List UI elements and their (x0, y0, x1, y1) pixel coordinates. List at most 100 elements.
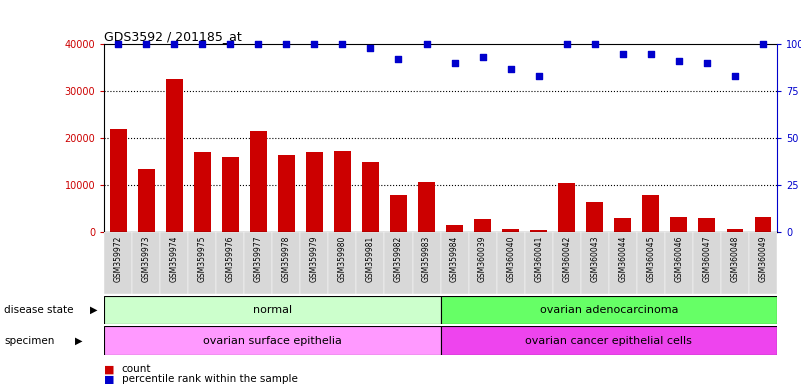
Text: ovarian surface epithelia: ovarian surface epithelia (203, 336, 342, 346)
Text: ovarian cancer epithelial cells: ovarian cancer epithelial cells (525, 336, 692, 346)
Bar (693, 232, 721, 294)
Text: GSM359975: GSM359975 (198, 235, 207, 282)
Bar (306, 152, 323, 232)
Bar (104, 296, 441, 324)
Point (449, 60, 461, 66)
Bar (553, 232, 581, 294)
Point (364, 45, 376, 51)
Text: GSM360046: GSM360046 (674, 235, 683, 282)
Bar (609, 232, 637, 294)
Bar (727, 229, 743, 232)
Text: GSM360047: GSM360047 (702, 235, 711, 282)
Bar (104, 326, 441, 355)
Bar (558, 183, 575, 232)
Bar (390, 195, 407, 232)
Text: GSM359984: GSM359984 (450, 235, 459, 282)
Bar (384, 232, 413, 294)
Point (673, 58, 686, 64)
Point (112, 41, 125, 47)
Bar (222, 157, 239, 232)
Bar (698, 218, 715, 232)
Point (195, 41, 208, 47)
Point (644, 50, 657, 56)
Point (139, 41, 152, 47)
Bar (300, 232, 328, 294)
Text: percentile rank within the sample: percentile rank within the sample (122, 374, 298, 384)
Point (700, 60, 714, 66)
Text: GSM360042: GSM360042 (562, 235, 571, 282)
Text: ▶: ▶ (74, 336, 82, 346)
Point (168, 41, 181, 47)
Point (532, 73, 545, 79)
Text: GSM359981: GSM359981 (366, 235, 375, 281)
Bar (188, 232, 216, 294)
Bar (755, 217, 771, 232)
Text: GSM359980: GSM359980 (338, 235, 347, 282)
Point (505, 66, 517, 72)
Point (308, 41, 321, 47)
Text: disease state: disease state (4, 305, 74, 315)
Text: GDS3592 / 201185_at: GDS3592 / 201185_at (104, 30, 242, 43)
Point (252, 41, 264, 47)
Text: ovarian adenocarcinoma: ovarian adenocarcinoma (540, 305, 678, 315)
Bar (614, 218, 631, 232)
Bar (474, 219, 491, 232)
Bar (194, 152, 211, 232)
Bar (250, 131, 267, 232)
Text: GSM360044: GSM360044 (618, 235, 627, 282)
Point (280, 41, 293, 47)
Bar (138, 169, 155, 232)
Point (476, 54, 489, 60)
Text: ■: ■ (104, 374, 115, 384)
Bar (502, 229, 519, 232)
Bar (334, 151, 351, 232)
Point (392, 56, 405, 62)
Point (561, 41, 574, 47)
Text: GSM359974: GSM359974 (170, 235, 179, 282)
Bar (413, 232, 441, 294)
Point (336, 41, 349, 47)
Bar (469, 232, 497, 294)
Bar (441, 296, 777, 324)
Bar (525, 232, 553, 294)
Bar (132, 232, 160, 294)
Text: normal: normal (253, 305, 292, 315)
Text: specimen: specimen (4, 336, 54, 346)
Bar (160, 232, 188, 294)
Bar (328, 232, 356, 294)
Point (224, 41, 237, 47)
Text: ▶: ▶ (90, 305, 97, 315)
Text: GSM359979: GSM359979 (310, 235, 319, 282)
Point (588, 41, 601, 47)
Bar (721, 232, 749, 294)
Text: GSM359972: GSM359972 (114, 235, 123, 282)
Bar (497, 232, 525, 294)
Text: GSM359976: GSM359976 (226, 235, 235, 282)
Text: GSM360043: GSM360043 (590, 235, 599, 282)
Text: GSM360049: GSM360049 (759, 235, 767, 282)
Text: GSM360048: GSM360048 (731, 235, 739, 282)
Bar (418, 182, 435, 232)
Bar (110, 129, 127, 232)
Text: GSM359973: GSM359973 (142, 235, 151, 282)
Text: ■: ■ (104, 364, 115, 374)
Point (617, 50, 630, 56)
Bar (244, 232, 272, 294)
Bar (278, 155, 295, 232)
Text: GSM360045: GSM360045 (646, 235, 655, 282)
Bar (166, 79, 183, 232)
Text: GSM360041: GSM360041 (534, 235, 543, 282)
Bar (362, 162, 379, 232)
Text: GSM360039: GSM360039 (478, 235, 487, 282)
Bar (670, 217, 687, 232)
Text: GSM359982: GSM359982 (394, 235, 403, 281)
Bar (216, 232, 244, 294)
Bar (749, 232, 777, 294)
Bar (272, 232, 300, 294)
Bar (665, 232, 693, 294)
Bar (441, 232, 469, 294)
Bar (446, 225, 463, 232)
Bar (642, 195, 659, 232)
Bar (104, 232, 132, 294)
Bar (586, 202, 603, 232)
